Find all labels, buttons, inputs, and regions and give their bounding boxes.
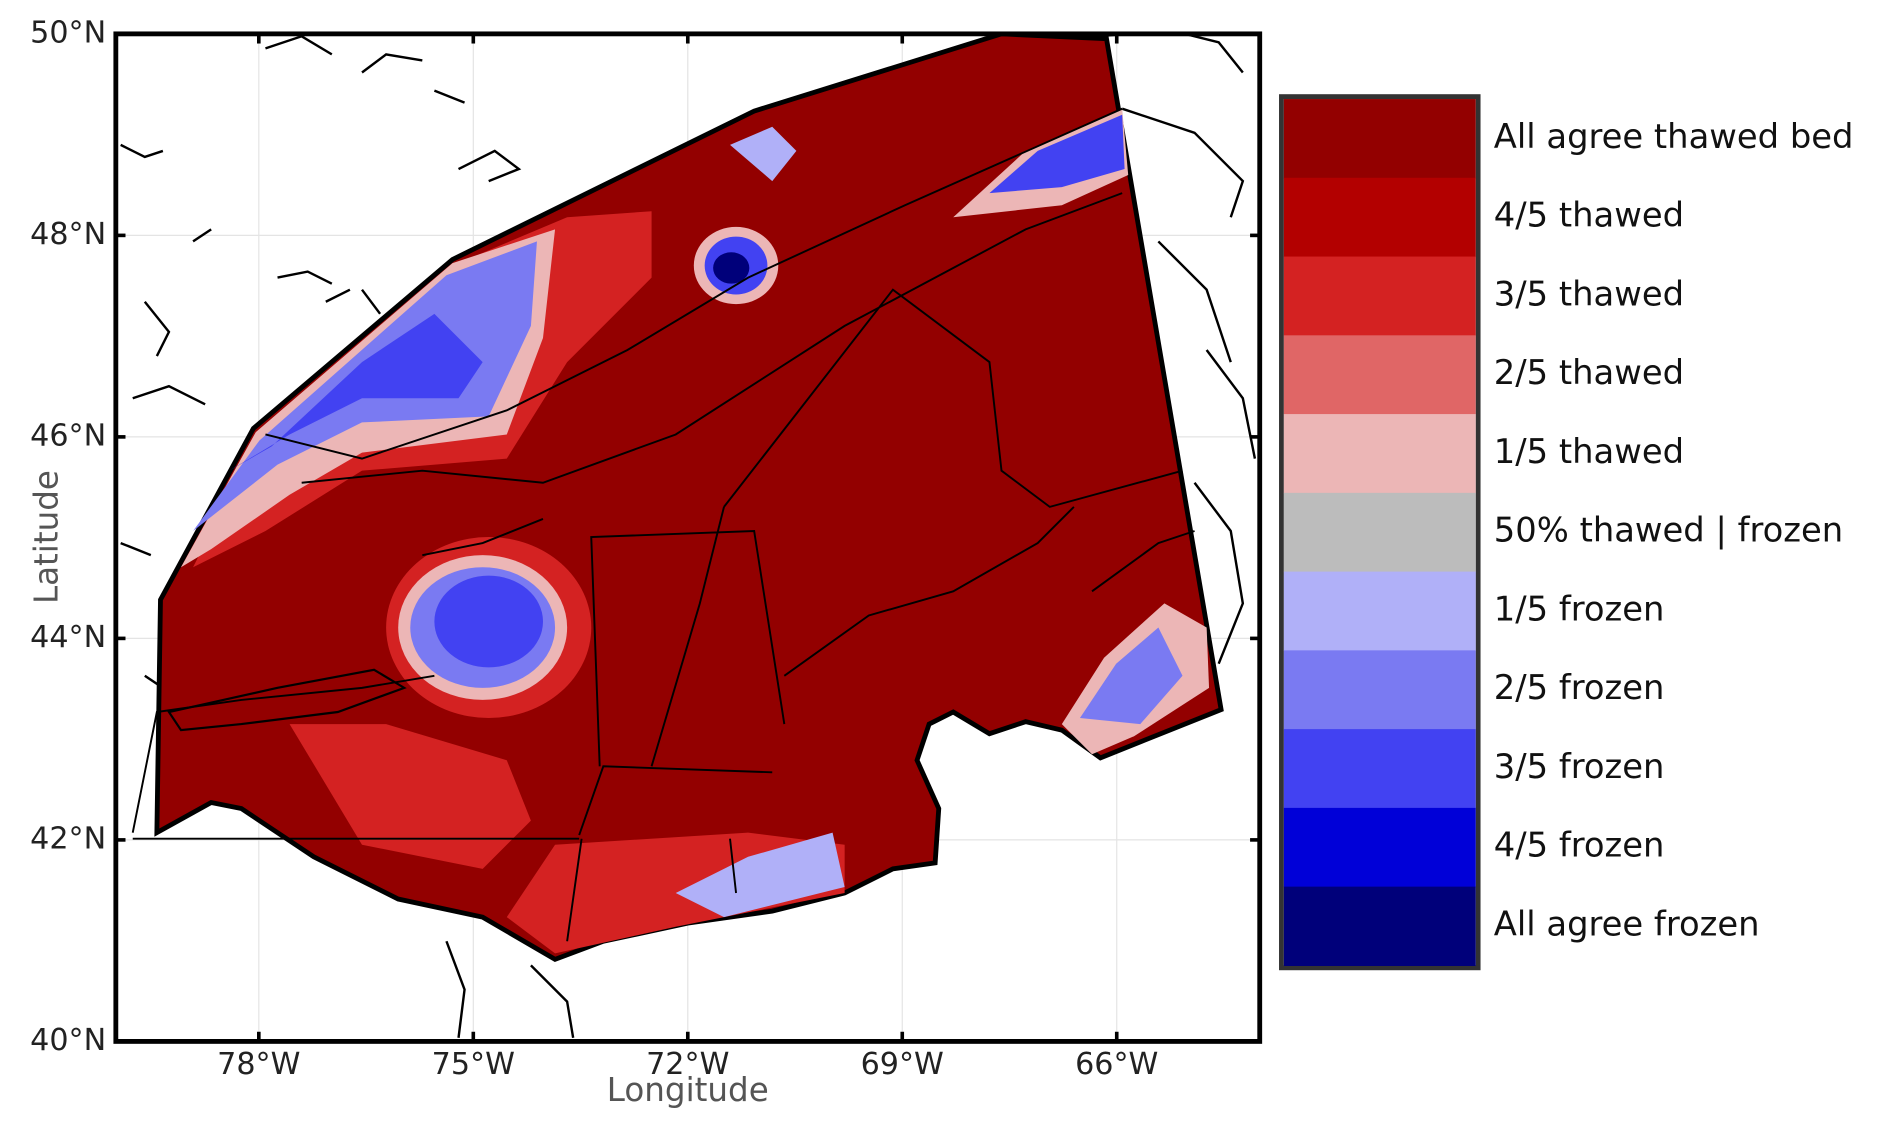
legend-swatch: [1283, 256, 1476, 336]
legend-swatch: [1283, 729, 1476, 809]
map-field: [120, 33, 1257, 1038]
y-tick-label: 42°N: [30, 821, 106, 856]
legend-label: All agree frozen: [1494, 905, 1760, 944]
legend-label: 4/5 thawed: [1494, 196, 1684, 235]
x-tick-label: 72°W: [646, 1047, 729, 1082]
legend-swatch: [1283, 886, 1476, 966]
y-tick-label: 48°N: [30, 217, 106, 252]
x-axis-label: Longitude: [607, 1071, 769, 1109]
legend-swatch: [1283, 650, 1476, 730]
y-tick-label: 44°N: [30, 620, 106, 655]
x-tick-label: 66°W: [1075, 1047, 1158, 1082]
legend-swatch: [1283, 335, 1476, 415]
y-tick-label: 50°N: [30, 15, 106, 50]
legend-swatch: [1283, 571, 1476, 651]
legend-label: 4/5 frozen: [1494, 826, 1665, 865]
ticks: 78°W 75°W 72°W 69°W 66°W 40°N 42°N 44°N 46°N 48°N…: [30, 15, 1260, 1082]
y-tick-label: 40°N: [30, 1023, 106, 1058]
lake-ontario: [167, 668, 407, 732]
borders: [131, 107, 1195, 942]
frozen-patches: [180, 108, 1210, 954]
legend: All agree thawed bed 4/5 thawed 3/5 thawed…: [1283, 99, 1854, 966]
y-tick-label: 46°N: [30, 418, 106, 453]
legend-swatch: [1283, 99, 1476, 179]
legend-label: 3/5 frozen: [1494, 747, 1665, 786]
x-tick-label: 75°W: [432, 1047, 515, 1082]
legend-label: 1/5 thawed: [1494, 432, 1684, 471]
legend-label: 3/5 thawed: [1494, 274, 1684, 313]
legend-swatch: [1283, 177, 1476, 258]
thawed-region: [154, 33, 1224, 963]
legend-label: All agree thawed bed: [1494, 117, 1854, 156]
legend-label: 1/5 frozen: [1494, 589, 1665, 628]
legend-swatch: [1283, 414, 1476, 494]
legend-label: 50% thawed | frozen: [1494, 511, 1843, 550]
legend-label: 2/5 frozen: [1494, 668, 1665, 707]
x-tick-label: 69°W: [861, 1047, 944, 1082]
y-axis-label: Latitude: [27, 470, 65, 604]
legend-swatch: [1283, 807, 1476, 888]
legend-frame: [1279, 94, 1481, 971]
legend-swatch: [1283, 492, 1476, 573]
x-tick-label: 78°W: [217, 1047, 300, 1082]
legend-label: 2/5 thawed: [1494, 353, 1684, 392]
